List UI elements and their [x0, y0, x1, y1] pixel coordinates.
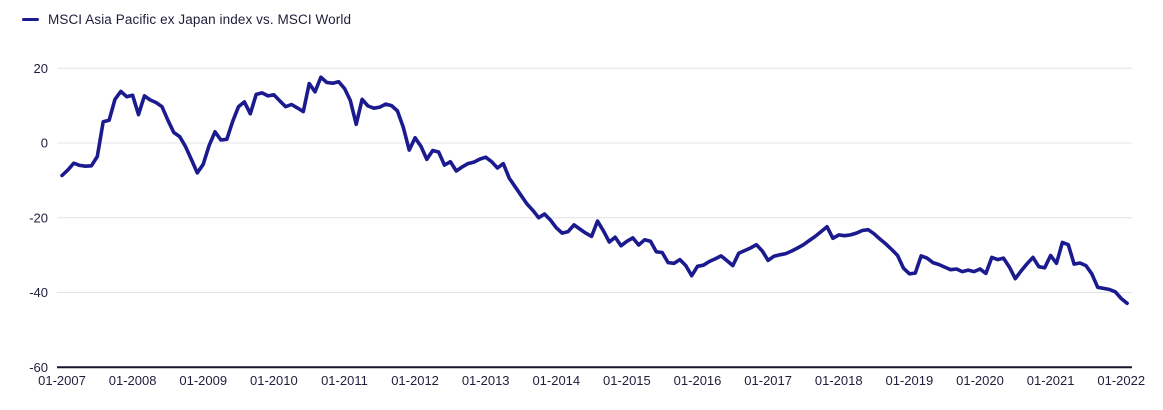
legend-line-swatch — [22, 17, 39, 22]
y-axis-tick-label: -20 — [29, 210, 48, 225]
x-axis-tick-label: 01-2020 — [956, 373, 1004, 388]
x-axis-tick-label: 01-2012 — [391, 373, 439, 388]
x-axis-tick-label: 01-2018 — [815, 373, 863, 388]
x-axis-tick-label: 01-2014 — [532, 373, 580, 388]
x-axis-tick-label: 01-2016 — [674, 373, 722, 388]
data-line-msci-relative-index — [60, 75, 1129, 306]
legend-label: MSCI Asia Pacific ex Japan index vs. MSC… — [48, 12, 352, 27]
x-axis-tick-label: 01-2008 — [109, 373, 157, 388]
x-axis-tick-label: 01-2011 — [321, 373, 368, 388]
y-axis-tick-label: 20 — [34, 61, 48, 76]
x-axis-tick-label: 01-2013 — [462, 373, 510, 388]
legend: MSCI Asia Pacific ex Japan index vs. MSC… — [22, 11, 351, 28]
y-axis-tick-label: 0 — [41, 136, 48, 151]
x-axis-tick-label: 01-2021 — [1027, 373, 1075, 388]
x-axis-tick-label: 01-2015 — [603, 373, 651, 388]
y-axis-tick-label: -40 — [29, 285, 48, 300]
x-axis-tick-label: 01-2007 — [38, 373, 86, 388]
y-axis-tick-label: -60 — [29, 360, 48, 375]
x-axis-tick-label: 01-2009 — [179, 373, 227, 388]
x-axis-tick-label: 01-2022 — [1097, 373, 1145, 388]
x-axis-tick-label: 01-2010 — [250, 373, 298, 388]
x-axis-tick-label: 01-2017 — [744, 373, 792, 388]
x-axis-tick-label: 01-2019 — [886, 373, 934, 388]
